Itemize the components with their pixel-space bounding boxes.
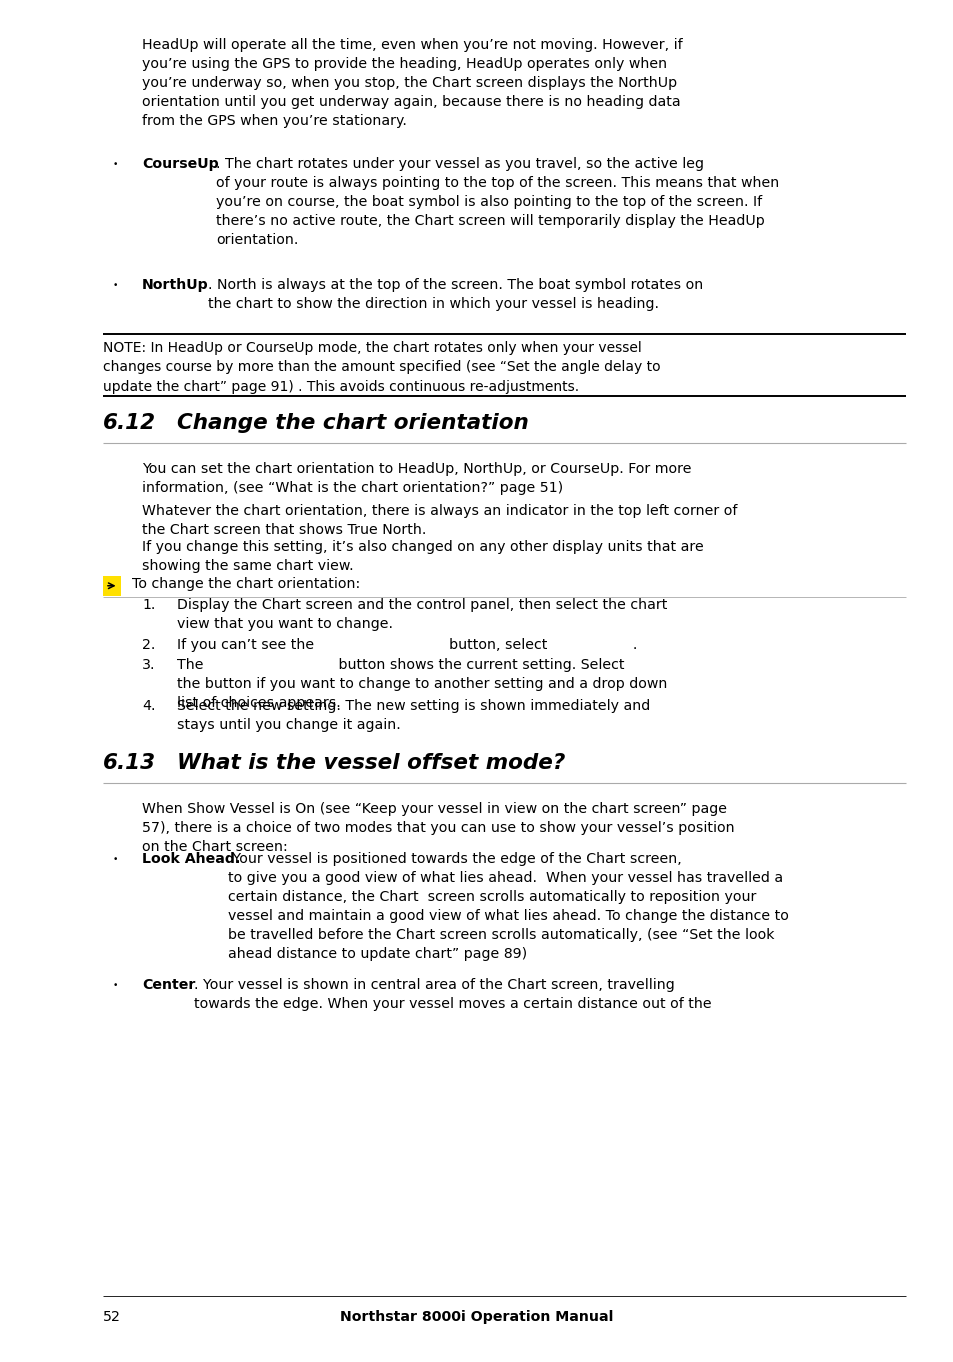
Text: Select the new setting. The new setting is shown immediately and
stays until you: Select the new setting. The new setting … [177, 699, 650, 731]
Text: . The chart rotates under your vessel as you travel, so the active leg
of your r: . The chart rotates under your vessel as… [216, 157, 779, 247]
Text: When Show Vessel is On (see “Keep your vessel in view on the chart screen” page
: When Show Vessel is On (see “Keep your v… [142, 802, 734, 854]
Text: NorthUp: NorthUp [142, 278, 209, 291]
Text: CourseUp: CourseUp [142, 157, 218, 172]
Text: If you can’t see the                              button, select                : If you can’t see the button, select [177, 637, 637, 652]
Text: 2.: 2. [142, 637, 155, 652]
Text: You can set the chart orientation to HeadUp, NorthUp, or CourseUp. For more
info: You can set the chart orientation to Hea… [142, 462, 691, 494]
Text: Whatever the chart orientation, there is always an indicator in the top left cor: Whatever the chart orientation, there is… [142, 504, 737, 537]
Text: •: • [112, 981, 117, 990]
Text: 6.12: 6.12 [103, 413, 156, 433]
Text: Display the Chart screen and the control panel, then select the chart
view that : Display the Chart screen and the control… [177, 598, 667, 631]
Text: Look Ahead.: Look Ahead. [142, 853, 240, 866]
Text: Center: Center [142, 978, 195, 992]
Text: 6.13: 6.13 [103, 753, 156, 774]
FancyBboxPatch shape [103, 576, 120, 595]
Text: Change the chart orientation: Change the chart orientation [177, 413, 528, 433]
Text: 1.: 1. [142, 598, 155, 612]
Text: To change the chart orientation:: To change the chart orientation: [132, 577, 360, 591]
Text: NOTE: In HeadUp or CourseUp mode, the chart rotates only when your vessel
change: NOTE: In HeadUp or CourseUp mode, the ch… [103, 340, 659, 394]
Text: Northstar 8000i Operation Manual: Northstar 8000i Operation Manual [340, 1310, 613, 1324]
Text: •: • [112, 281, 117, 290]
Text: 3.: 3. [142, 658, 155, 671]
Text: The                              button shows the current setting. Select
the bu: The button shows the current setting. Se… [177, 658, 667, 710]
Text: HeadUp will operate all the time, even when you’re not moving. However, if
you’r: HeadUp will operate all the time, even w… [142, 38, 682, 128]
Text: . Your vessel is shown in central area of the Chart screen, travelling
towards t: . Your vessel is shown in central area o… [193, 978, 711, 1011]
Text: If you change this setting, it’s also changed on any other display units that ar: If you change this setting, it’s also ch… [142, 539, 703, 573]
Text: •: • [112, 855, 117, 864]
Text: •: • [112, 159, 117, 169]
Text: What is the vessel offset mode?: What is the vessel offset mode? [177, 753, 565, 774]
Text: 4.: 4. [142, 699, 155, 712]
Text: 52: 52 [103, 1310, 121, 1324]
Text: Your vessel is positioned towards the edge of the Chart screen,
to give you a go: Your vessel is positioned towards the ed… [228, 853, 788, 960]
Text: . North is always at the top of the screen. The boat symbol rotates on
the chart: . North is always at the top of the scre… [208, 278, 702, 311]
